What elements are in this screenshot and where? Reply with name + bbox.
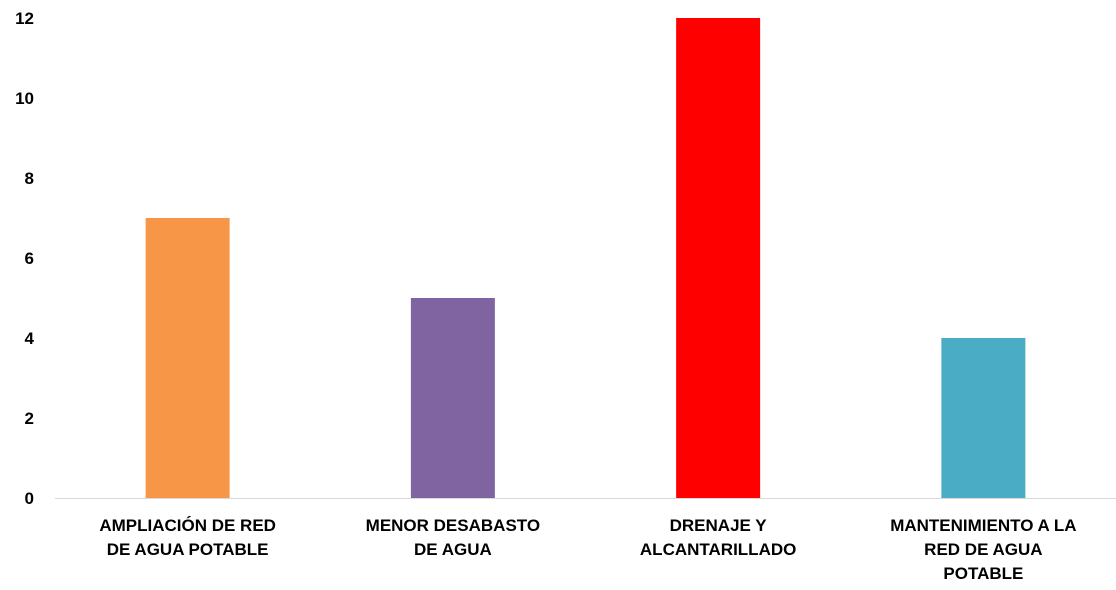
bar [676,18,761,498]
x-category-label: MENOR DESABASTO DE AGUA [366,516,540,559]
bar [145,218,230,498]
y-tick-label: 4 [25,329,35,348]
y-axis-ticks: 0 2 4 6 8 10 12 [15,9,34,508]
y-tick-label: 2 [25,409,34,428]
x-category-label: AMPLIACIÓN DE RED DE AGUA POTABLE [99,516,276,559]
bars [145,18,1026,498]
y-tick-label: 8 [25,169,34,188]
x-category-label: MANTENIMIENTO A LA RED DE AGUA POTABLE [890,516,1076,583]
x-category-label: DRENAJE Y ALCANTARILLADO [640,516,796,559]
y-tick-label: 10 [15,89,34,108]
y-tick-label: 12 [15,9,34,28]
bar [410,298,495,498]
bar [941,338,1026,498]
y-tick-label: 6 [25,249,34,268]
category-labels: AMPLIACIÓN DE RED DE AGUA POTABLE MENOR DE… [99,516,1076,583]
y-tick-label: 0 [25,489,34,508]
